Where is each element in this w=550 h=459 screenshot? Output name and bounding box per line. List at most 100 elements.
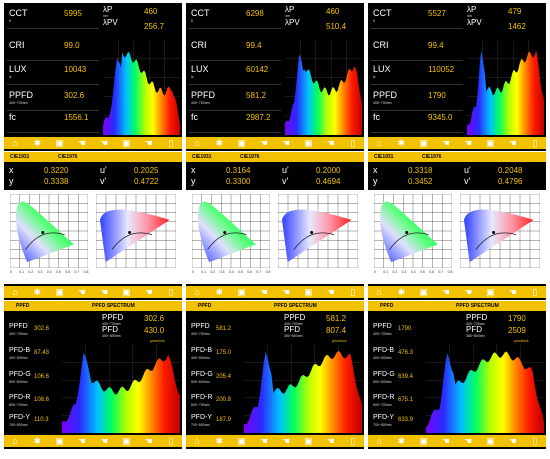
- divider: [7, 84, 99, 85]
- tab-ppfd[interactable]: PPFD: [198, 303, 212, 309]
- save-icon[interactable]: ▣: [237, 138, 246, 148]
- phone-icon[interactable]: ▯: [350, 287, 356, 297]
- gear-icon[interactable]: ✱: [33, 436, 42, 446]
- peak-value-label: λPV: [467, 18, 482, 27]
- hand-icon[interactable]: ☚: [77, 287, 86, 297]
- hand-icon[interactable]: ☚: [77, 436, 86, 446]
- gear-icon[interactable]: ✱: [215, 436, 224, 446]
- save-icon[interactable]: ▣: [237, 436, 246, 446]
- save-icon[interactable]: ▣: [304, 138, 313, 148]
- gear-icon[interactable]: ✱: [33, 138, 42, 148]
- tab-cie1931[interactable]: CIE1931: [192, 154, 212, 160]
- hand-icon[interactable]: ☚: [259, 138, 268, 148]
- hand-icon[interactable]: ☚: [144, 436, 153, 446]
- save-icon[interactable]: ▣: [304, 436, 313, 446]
- gear-icon[interactable]: ✱: [397, 138, 406, 148]
- gear-icon[interactable]: ✱: [215, 138, 224, 148]
- save-icon[interactable]: ▣: [304, 287, 313, 297]
- metric-value: 99.4: [428, 41, 444, 50]
- toolbar: ⌂ ✱ ▣ ☚ ☚ ▣ ☚ ▯: [4, 435, 182, 447]
- home-icon[interactable]: ⌂: [12, 138, 18, 148]
- phone-icon[interactable]: ▯: [532, 436, 538, 446]
- home-icon[interactable]: ⌂: [376, 436, 382, 446]
- home-icon[interactable]: ⌂: [376, 287, 382, 297]
- hand-icon[interactable]: ☚: [441, 138, 450, 148]
- home-icon[interactable]: ⌂: [12, 287, 18, 297]
- band-value: 106.6: [34, 374, 50, 380]
- tab-cie1976[interactable]: CIE1976: [58, 154, 78, 160]
- home-icon[interactable]: ⌂: [194, 287, 200, 297]
- tab-ppfd-spectrum[interactable]: PPFD SPECTRUM: [274, 303, 317, 309]
- save-icon[interactable]: ▣: [122, 436, 131, 446]
- save-icon[interactable]: ▣: [486, 287, 495, 297]
- save-icon[interactable]: ▣: [486, 138, 495, 148]
- u-label: u': [464, 165, 471, 175]
- phone-icon[interactable]: ▯: [532, 287, 538, 297]
- hand-icon[interactable]: ☚: [100, 287, 109, 297]
- hand-icon[interactable]: ☚: [259, 436, 268, 446]
- hand-icon[interactable]: ☚: [282, 436, 291, 446]
- save-icon[interactable]: ▣: [419, 138, 428, 148]
- y-value: 0.3338: [44, 177, 69, 186]
- hand-icon[interactable]: ☚: [326, 436, 335, 446]
- hand-icon[interactable]: ☚: [441, 287, 450, 297]
- save-icon[interactable]: ▣: [237, 287, 246, 297]
- tab-ppfd-spectrum[interactable]: PPFD SPECTRUM: [456, 303, 499, 309]
- hand-icon[interactable]: ☚: [144, 138, 153, 148]
- v-value: 0.4694: [316, 177, 341, 186]
- save-icon[interactable]: ▣: [122, 138, 131, 148]
- gear-icon[interactable]: ✱: [397, 436, 406, 446]
- hand-icon[interactable]: ☚: [464, 436, 473, 446]
- tab-cie1976[interactable]: CIE1976: [422, 154, 442, 160]
- phone-icon[interactable]: ▯: [532, 138, 538, 148]
- axis-tick: 0.3: [37, 270, 43, 274]
- hand-icon[interactable]: ☚: [441, 436, 450, 446]
- hand-icon[interactable]: ☚: [508, 287, 517, 297]
- hand-icon[interactable]: ☚: [282, 287, 291, 297]
- tab-ppfd[interactable]: PPFD: [380, 303, 394, 309]
- hand-icon[interactable]: ☚: [259, 287, 268, 297]
- hand-icon[interactable]: ☚: [282, 138, 291, 148]
- home-icon[interactable]: ⌂: [194, 436, 200, 446]
- hand-icon[interactable]: ☚: [464, 138, 473, 148]
- tab-ppfd[interactable]: PPFD: [16, 303, 30, 309]
- phone-icon[interactable]: ▯: [350, 436, 356, 446]
- metric-value: 99.4: [246, 41, 262, 50]
- save-icon[interactable]: ▣: [122, 287, 131, 297]
- hand-icon[interactable]: ☚: [100, 436, 109, 446]
- cie-tabs: CIE1931 CIE1976: [368, 152, 546, 162]
- home-icon[interactable]: ⌂: [376, 138, 382, 148]
- hand-icon[interactable]: ☚: [326, 287, 335, 297]
- band-label: PFD-R: [9, 394, 31, 401]
- phone-icon[interactable]: ▯: [168, 287, 174, 297]
- gear-icon[interactable]: ✱: [33, 287, 42, 297]
- phone-icon[interactable]: ▯: [168, 436, 174, 446]
- tab-cie1931[interactable]: CIE1931: [374, 154, 394, 160]
- hand-icon[interactable]: ☚: [508, 138, 517, 148]
- home-icon[interactable]: ⌂: [12, 436, 18, 446]
- save-icon[interactable]: ▣: [55, 138, 64, 148]
- hand-icon[interactable]: ☚: [144, 287, 153, 297]
- axis-tick: 0.6: [65, 270, 71, 274]
- band-value: 205.4: [216, 374, 232, 380]
- gear-icon[interactable]: ✱: [397, 287, 406, 297]
- save-icon[interactable]: ▣: [486, 436, 495, 446]
- tab-ppfd-spectrum[interactable]: PPFD SPECTRUM: [92, 303, 135, 309]
- home-icon[interactable]: ⌂: [194, 138, 200, 148]
- phone-icon[interactable]: ▯: [168, 138, 174, 148]
- hand-icon[interactable]: ☚: [464, 287, 473, 297]
- gear-icon[interactable]: ✱: [215, 287, 224, 297]
- hand-icon[interactable]: ☚: [100, 138, 109, 148]
- tab-cie1976[interactable]: CIE1976: [240, 154, 260, 160]
- save-icon[interactable]: ▣: [419, 287, 428, 297]
- tab-cie1931[interactable]: CIE1931: [10, 154, 30, 160]
- hand-icon[interactable]: ☚: [508, 436, 517, 446]
- phone-icon[interactable]: ▯: [350, 138, 356, 148]
- metric-value: 5995: [64, 9, 82, 18]
- hand-icon[interactable]: ☚: [77, 138, 86, 148]
- hand-icon[interactable]: ☚: [326, 138, 335, 148]
- save-icon[interactable]: ▣: [419, 436, 428, 446]
- save-icon[interactable]: ▣: [55, 287, 64, 297]
- save-icon[interactable]: ▣: [55, 436, 64, 446]
- metric-value: 2987.2: [246, 113, 271, 122]
